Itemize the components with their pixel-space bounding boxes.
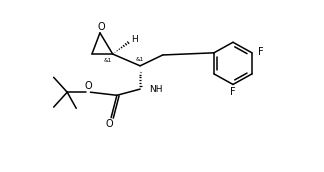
Text: O: O: [106, 120, 113, 130]
Text: &1: &1: [104, 58, 112, 63]
Text: NH: NH: [149, 85, 163, 94]
Text: &1: &1: [135, 57, 144, 62]
Text: H: H: [131, 35, 138, 44]
Text: O: O: [97, 22, 105, 32]
Text: O: O: [84, 81, 92, 91]
Text: F: F: [230, 87, 236, 97]
Text: F: F: [258, 47, 264, 57]
